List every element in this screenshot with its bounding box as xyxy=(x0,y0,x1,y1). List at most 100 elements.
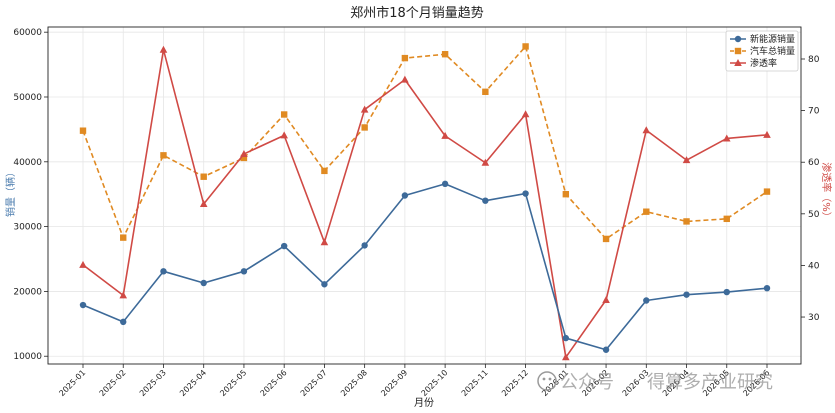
data-point xyxy=(482,88,489,96)
right-tick-label: 50 xyxy=(808,210,820,220)
data-point xyxy=(401,75,409,83)
plot-frame xyxy=(47,26,802,365)
data-point xyxy=(240,154,248,162)
watermark: 公众号 得算多产业研究 xyxy=(537,371,773,393)
data-point xyxy=(562,353,570,361)
data-point xyxy=(642,126,651,134)
watermark-name: 得算多产业研究 xyxy=(647,372,773,393)
data-point xyxy=(522,190,529,197)
chart-title: 郑州市18个月销量趋势 xyxy=(350,5,484,21)
left-axis-label: 销量（辆） xyxy=(4,167,17,217)
x-tick-label: 2025-02 xyxy=(98,368,128,398)
right-axis-label: 渗透率（%） xyxy=(820,162,833,222)
x-tick-label: 2025-11 xyxy=(460,368,490,398)
x-tick-label: 2025-08 xyxy=(339,368,369,398)
left-tick-label: 30000 xyxy=(13,223,42,233)
data-point xyxy=(160,268,167,275)
right-tick-label: 30 xyxy=(808,313,820,323)
x-tick-label: 2025-07 xyxy=(299,368,329,398)
x-tick-label: 2025-01 xyxy=(57,368,87,398)
data-point xyxy=(683,218,690,225)
data-point xyxy=(321,281,328,288)
data-point xyxy=(401,54,409,62)
data-point xyxy=(240,268,248,275)
data-point xyxy=(481,158,490,166)
data-point xyxy=(643,297,650,304)
data-point xyxy=(320,238,329,246)
data-point xyxy=(159,45,168,53)
data-point xyxy=(763,284,771,292)
wechat-icon-dot xyxy=(542,377,546,381)
data-point xyxy=(722,134,731,142)
left-tick-label: 60000 xyxy=(13,28,42,38)
data-point xyxy=(602,235,610,243)
series-line xyxy=(82,48,768,359)
data-point xyxy=(120,234,127,241)
series-line xyxy=(82,45,768,240)
legend-label: 新能源销量 xyxy=(750,33,795,45)
data-point xyxy=(200,279,207,287)
data-point xyxy=(723,288,730,296)
legend-marker xyxy=(734,35,742,43)
x-tick-label: 2025-04 xyxy=(178,368,208,398)
x-axis-label: 月份 xyxy=(414,397,434,409)
data-point xyxy=(441,51,449,58)
legend-box xyxy=(725,30,799,72)
data-point xyxy=(79,127,87,134)
wechat-icon xyxy=(537,371,557,391)
x-tick-label: 2025-03 xyxy=(138,368,168,398)
data-point xyxy=(441,180,449,188)
watermark-brand: 公众号 xyxy=(560,372,614,393)
data-point xyxy=(441,131,449,139)
data-point xyxy=(119,291,128,299)
x-tick-label: 2025-09 xyxy=(379,368,409,398)
left-tick-label: 50000 xyxy=(13,93,42,103)
data-point xyxy=(562,191,570,198)
data-point xyxy=(240,149,248,157)
data-point xyxy=(79,301,87,309)
data-point xyxy=(200,173,207,180)
data-point xyxy=(562,334,570,342)
data-point xyxy=(321,167,328,175)
data-point xyxy=(280,242,288,250)
data-point xyxy=(763,188,771,195)
data-point xyxy=(522,43,529,50)
wechat-icon-dot xyxy=(548,377,552,381)
series-line xyxy=(82,183,768,351)
data-point xyxy=(683,291,690,298)
x-tick-label: 2025-05 xyxy=(218,368,248,398)
data-point xyxy=(199,200,208,208)
data-point xyxy=(361,124,368,131)
data-point xyxy=(160,152,167,159)
data-point xyxy=(763,130,771,138)
data-point xyxy=(682,156,691,164)
right-tick-label: 40 xyxy=(808,261,820,271)
data-point xyxy=(79,260,87,268)
data-point xyxy=(280,131,288,139)
x-tick-label: 2025-12 xyxy=(500,368,530,398)
data-point xyxy=(120,318,127,326)
data-point xyxy=(602,346,610,353)
data-point xyxy=(723,215,730,223)
legend-label: 汽车总销量 xyxy=(750,45,795,57)
data-point xyxy=(360,105,369,113)
x-tick-label: 2025-06 xyxy=(259,368,289,398)
legend-marker xyxy=(734,47,742,55)
right-tick-label: 80 xyxy=(808,55,820,65)
right-tick-label: 60 xyxy=(808,158,820,168)
data-point xyxy=(280,111,288,118)
left-tick-label: 20000 xyxy=(13,287,42,297)
plot-area: 10000 20000 30000 40000 50000 60000 30 40 50 60 70… xyxy=(13,26,820,398)
left-tick-label: 10000 xyxy=(13,352,42,362)
legend-marker xyxy=(734,59,742,66)
data-point xyxy=(401,192,409,199)
data-point xyxy=(482,197,489,204)
left-tick-label: 40000 xyxy=(13,158,42,168)
data-point xyxy=(643,208,650,215)
legend-label: 渗透率 xyxy=(750,57,777,69)
data-point xyxy=(602,296,610,304)
x-tick-label: 2025-10 xyxy=(420,368,450,398)
data-point xyxy=(361,242,368,249)
